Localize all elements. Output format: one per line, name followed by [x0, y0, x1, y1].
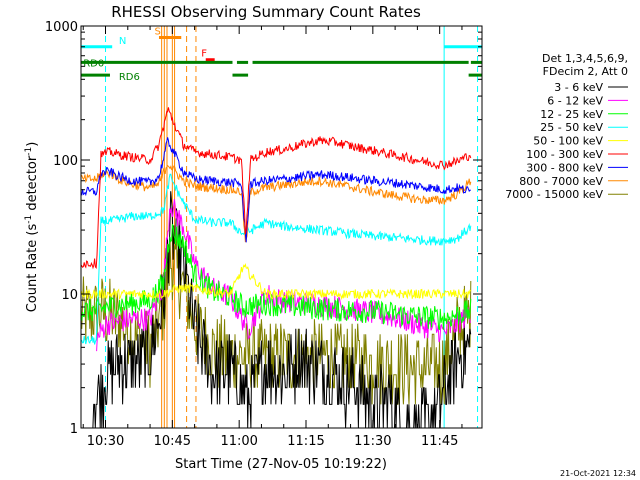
timestamp: 21-Oct-2021 12:34 — [560, 469, 636, 478]
y-axis-label: Count Rate (s-1 detector-1) — [24, 142, 40, 313]
y-axis: 1 10 100 1000 — [45, 20, 482, 437]
x-tick-label-5: 11:45 — [421, 434, 458, 449]
x-axis-label: Start Time (27-Nov-05 10:19:22) — [175, 457, 387, 472]
legend-header-0: Det 1,3,4,5,6,9, — [542, 52, 628, 65]
x-tick-label-2: 11:00 — [220, 434, 257, 449]
legend-label-2: 12 - 25 keV — [540, 108, 603, 121]
legend: Det 1,3,4,5,6,9,FDecim 2, Att 0 3 - 6 keV… — [505, 52, 628, 201]
y-axis-label-sup2: -1 — [24, 147, 34, 156]
chart-title: RHESSI Observing Summary Count Rates — [111, 3, 421, 21]
legend-label-7: 800 - 7000 keV — [519, 175, 603, 188]
plot-content: N S F RD0 RD6 — [80, 26, 482, 429]
y-axis-label-main: Count Rate (s — [25, 224, 40, 313]
y-tick-label-0: 1 — [70, 422, 78, 437]
x-tick-label-3: 11:15 — [287, 434, 324, 449]
legend-label-4: 50 - 100 keV — [533, 135, 603, 148]
legend-label-1: 6 - 12 keV — [547, 94, 603, 107]
series-line-5 — [80, 107, 472, 270]
x-tick-label-1: 10:45 — [154, 434, 191, 449]
y-tick-label-2: 100 — [53, 154, 78, 169]
series-line-6 — [80, 137, 471, 243]
legend-label-6: 300 - 800 keV — [526, 161, 603, 174]
y-axis-label-mid: detector — [25, 155, 40, 215]
flag-label-s: S — [155, 27, 161, 38]
flag-label-n: N — [119, 36, 126, 47]
legend-header-1: FDecim 2, Att 0 — [543, 65, 628, 78]
y-tick-label-3: 1000 — [45, 20, 78, 35]
flag-label-rd6: RD6 — [119, 72, 140, 83]
series-line-2 — [80, 223, 472, 331]
x-axis: 10:30 10:45 11:00 11:15 11:30 11:45 — [82, 26, 463, 449]
series-line-7 — [80, 164, 472, 243]
legend-label-3: 25 - 50 keV — [540, 121, 603, 134]
series-line-8 — [80, 236, 472, 405]
legend-label-8: 7000 - 15000 keV — [505, 188, 603, 201]
x-tick-label-0: 10:30 — [87, 434, 124, 449]
flag-label-rd0: RD0 — [83, 58, 104, 69]
x-tick-label-4: 11:30 — [354, 434, 391, 449]
plot-frame — [80, 25, 483, 429]
series-line-3 — [80, 173, 472, 345]
y-axis-label-end: ) — [25, 142, 40, 147]
y-tick-label-1: 10 — [61, 288, 78, 303]
series-line-0 — [92, 191, 472, 429]
y-axis-label-sup1: -1 — [24, 215, 34, 224]
flag-label-f: F — [201, 49, 207, 60]
legend-label-5: 100 - 300 keV — [526, 148, 603, 161]
legend-label-0: 3 - 6 keV — [554, 81, 603, 94]
series-line-4 — [80, 262, 472, 301]
